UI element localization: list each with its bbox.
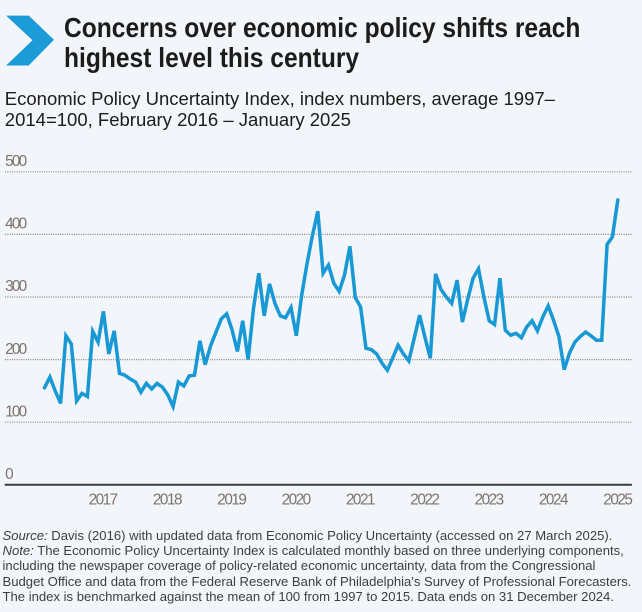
svg-text:2025: 2025 [603,492,633,509]
svg-text:2023: 2023 [475,492,505,509]
svg-text:500: 500 [5,153,27,170]
svg-text:2019: 2019 [217,492,247,509]
svg-text:2021: 2021 [346,492,376,509]
svg-text:400: 400 [5,216,27,233]
svg-text:2017: 2017 [89,492,119,509]
svg-text:100: 100 [5,403,27,420]
svg-text:200: 200 [5,341,27,358]
svg-text:2022: 2022 [410,492,440,509]
svg-text:2024: 2024 [539,492,569,509]
svg-text:2020: 2020 [282,492,312,509]
svg-text:300: 300 [5,278,27,295]
svg-text:2018: 2018 [153,492,183,509]
svg-text:0: 0 [5,466,14,483]
